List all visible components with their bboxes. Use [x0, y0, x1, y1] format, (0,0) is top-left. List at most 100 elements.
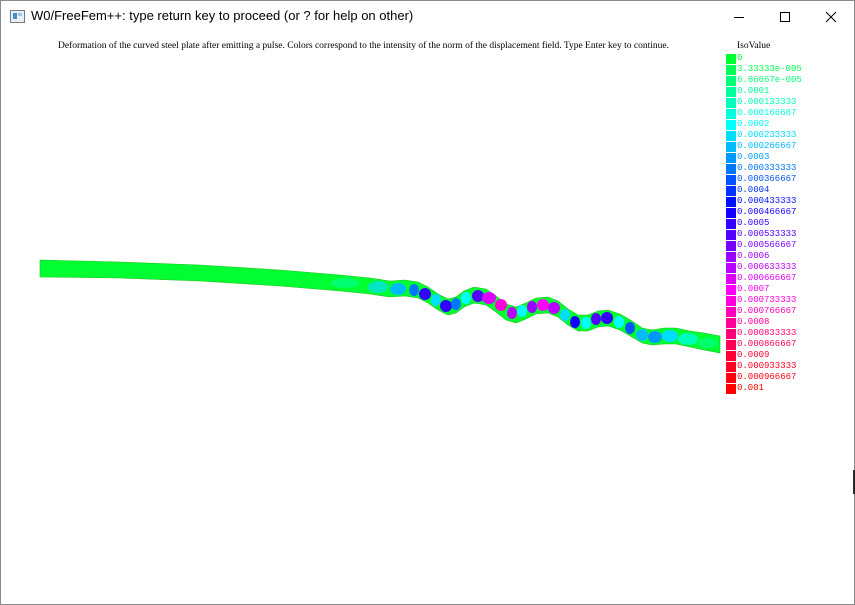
- legend-row: 0.0009: [726, 350, 846, 361]
- legend-label: 0.0004: [737, 185, 770, 195]
- legend-row: 0.0004: [726, 185, 846, 196]
- legend-swatch: [726, 142, 736, 152]
- legend-title: IsoValue: [737, 41, 771, 51]
- legend-swatch: [726, 109, 736, 119]
- legend-label: 0.000333333: [737, 163, 797, 173]
- legend-row: 0.000566667: [726, 240, 846, 251]
- legend-row: 0.000733333: [726, 295, 846, 306]
- legend-swatch: [726, 318, 736, 328]
- legend-row: 0.000233333: [726, 130, 846, 141]
- legend-swatch: [726, 384, 736, 394]
- close-button[interactable]: [808, 1, 854, 32]
- legend-swatch: [726, 65, 736, 75]
- minimize-button[interactable]: [716, 1, 762, 32]
- legend-label: 0.000466667: [737, 207, 797, 217]
- legend-label: 0.000266667: [737, 141, 797, 151]
- legend-swatch: [726, 186, 736, 196]
- legend-row: 0.000833333: [726, 328, 846, 339]
- legend-row: 0.000333333: [726, 163, 846, 174]
- legend-label: 0.000233333: [737, 130, 797, 140]
- legend-row: 0.000933333: [726, 361, 846, 372]
- legend-swatch: [726, 208, 736, 218]
- legend-swatch: [726, 274, 736, 284]
- legend-swatch: [726, 230, 736, 240]
- legend-swatch: [726, 351, 736, 361]
- legend-label: 0.0007: [737, 284, 770, 294]
- legend-label: 0.000666667: [737, 273, 797, 283]
- legend-label: 0.000766667: [737, 306, 797, 316]
- legend-row: 0.000366667: [726, 174, 846, 185]
- app-icon: [10, 10, 25, 23]
- legend-swatch: [726, 98, 736, 108]
- legend-label: 0.000633333: [737, 262, 797, 272]
- legend-swatch: [726, 307, 736, 317]
- legend-swatch: [726, 340, 736, 350]
- legend-swatch: [726, 296, 736, 306]
- legend-label: 0.0005: [737, 218, 770, 228]
- legend-row: 0: [726, 53, 846, 64]
- legend-label: 0.000533333: [737, 229, 797, 239]
- legend-label: 0.001: [737, 383, 765, 393]
- legend-label: 0.0006: [737, 251, 770, 261]
- title-bar[interactable]: W0/FreeFem++: type return key to proceed…: [1, 1, 854, 32]
- legend-row: 0.0002: [726, 119, 846, 130]
- legend-row: 0.0007: [726, 284, 846, 295]
- window-title: W0/FreeFem++: type return key to proceed…: [31, 8, 414, 23]
- legend-label: 0.000166667: [737, 108, 797, 118]
- legend-row: 0.000866667: [726, 339, 846, 350]
- legend-swatch: [726, 329, 736, 339]
- legend-label: 6.66667e-005: [737, 75, 802, 85]
- legend-swatch: [726, 252, 736, 262]
- legend-swatch: [726, 362, 736, 372]
- legend-swatch: [726, 54, 736, 64]
- legend-label: 0.000933333: [737, 361, 797, 371]
- legend-label: 0.0001: [737, 86, 770, 96]
- legend-label: 0.000566667: [737, 240, 797, 250]
- legend-row: 0.000466667: [726, 207, 846, 218]
- legend-label: 0.0003: [737, 152, 770, 162]
- maximize-button[interactable]: [762, 1, 808, 32]
- legend-row: 0.000166667: [726, 108, 846, 119]
- legend-row: 0.0005: [726, 218, 846, 229]
- legend-row: 6.66667e-005: [726, 75, 846, 86]
- legend-row: 0.0008: [726, 317, 846, 328]
- legend-swatch: [726, 131, 736, 141]
- legend-swatch: [726, 219, 736, 229]
- legend-swatch: [726, 285, 736, 295]
- legend-label: 0.0002: [737, 119, 770, 129]
- legend-row: 0.000533333: [726, 229, 846, 240]
- legend-label: 0.000433333: [737, 196, 797, 206]
- legend-label: 0.000833333: [737, 328, 797, 338]
- legend-label: 0: [737, 53, 743, 63]
- legend-swatch: [726, 164, 736, 174]
- minimize-icon: [734, 16, 744, 18]
- legend-swatch: [726, 373, 736, 383]
- legend-swatch: [726, 175, 736, 185]
- legend-row: 3.33333e-005: [726, 64, 846, 75]
- legend-label: 0.000966667: [737, 372, 797, 382]
- legend-label: 0.000733333: [737, 295, 797, 305]
- isovalue-legend: 0 3.33333e-005 6.66667e-005 0.0001 0.0001333…: [726, 53, 846, 394]
- legend-swatch: [726, 76, 736, 86]
- legend-swatch: [726, 241, 736, 251]
- legend-swatch: [726, 120, 736, 130]
- legend-row: 0.000766667: [726, 306, 846, 317]
- legend-label: 0.0008: [737, 317, 770, 327]
- legend-row: 0.0003: [726, 152, 846, 163]
- legend-label: 0.000366667: [737, 174, 797, 184]
- legend-swatch: [726, 153, 736, 163]
- legend-row: 0.000666667: [726, 273, 846, 284]
- legend-label: 0.000866667: [737, 339, 797, 349]
- close-icon: [825, 11, 837, 22]
- legend-row: 0.0006: [726, 251, 846, 262]
- legend-row: 0.000133333: [726, 97, 846, 108]
- legend-row: 0.000633333: [726, 262, 846, 273]
- legend-label: 3.33333e-005: [737, 64, 802, 74]
- legend-swatch: [726, 263, 736, 273]
- legend-label: 0.000133333: [737, 97, 797, 107]
- legend-row: 0.0001: [726, 86, 846, 97]
- maximize-icon: [780, 11, 790, 22]
- legend-row: 0.000433333: [726, 196, 846, 207]
- legend-swatch: [726, 87, 736, 97]
- legend-label: 0.0009: [737, 350, 770, 360]
